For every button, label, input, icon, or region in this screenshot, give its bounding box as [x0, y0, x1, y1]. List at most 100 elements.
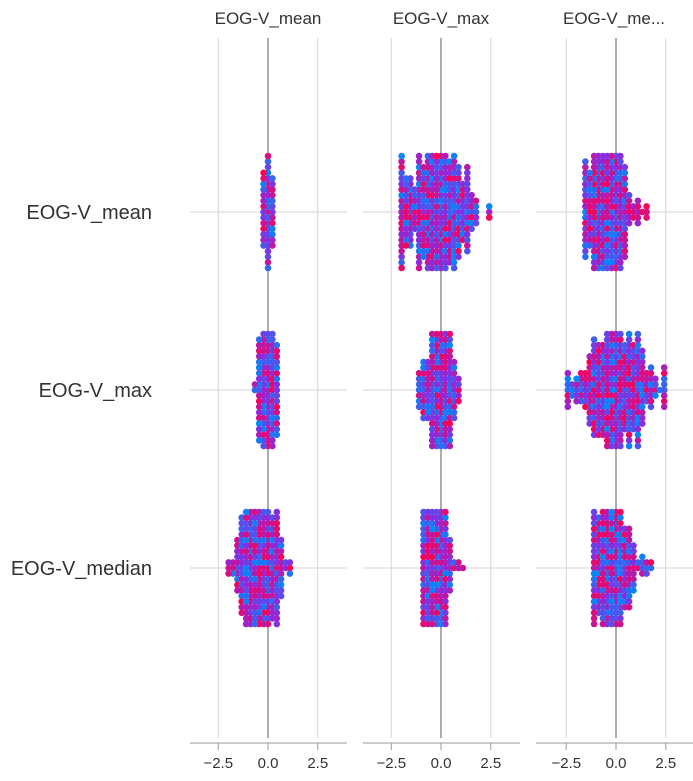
shap-point: [595, 432, 602, 439]
shap-point: [243, 621, 250, 628]
shap-point: [622, 164, 629, 171]
shap-point: [630, 542, 637, 549]
row-label-3: EOG-V_median: [11, 558, 152, 580]
shap-point: [582, 253, 589, 260]
shap-point: [643, 214, 650, 221]
shap-point: [429, 443, 436, 450]
shap-point: [643, 570, 650, 577]
shap-point: [269, 443, 276, 450]
shap-point: [591, 265, 598, 272]
shap-point: [630, 587, 637, 594]
shap-point: [464, 164, 471, 171]
shap-point: [608, 509, 615, 516]
shap-point: [433, 153, 440, 160]
shap-point: [648, 559, 655, 566]
shap-point: [639, 554, 646, 561]
shap-point: [617, 265, 624, 272]
shap-point: [425, 359, 432, 366]
shap-point: [274, 621, 281, 628]
shap-point: [451, 415, 458, 422]
shap-point: [416, 153, 423, 160]
shap-point: [582, 370, 589, 377]
shap-point: [582, 404, 589, 411]
shap-point: [442, 509, 449, 516]
shap-point: [225, 570, 232, 577]
shap-point: [635, 443, 642, 450]
shap-point: [464, 248, 471, 255]
shap-point: [420, 253, 427, 260]
shap-point: [626, 604, 633, 611]
shap-point: [617, 443, 624, 450]
shap-point: [416, 265, 423, 272]
row-labels: EOG-V_mean EOG-V_max EOG-V_median: [11, 202, 152, 580]
shap-point: [225, 559, 232, 566]
shap-point: [447, 587, 454, 594]
shap-point: [243, 509, 250, 516]
x-tick-label: 2.5: [655, 755, 676, 772]
shap-point: [260, 443, 267, 450]
shap-point: [260, 242, 267, 249]
shap-point: [595, 342, 602, 349]
shap-point: [451, 265, 458, 272]
shap-point: [652, 376, 659, 383]
shap-point: [411, 226, 418, 233]
shap-point: [252, 509, 259, 516]
shap-point: [591, 621, 598, 628]
shap-point: [591, 153, 598, 160]
x-tick-label: 0.0: [606, 755, 627, 772]
shap-point: [252, 381, 259, 388]
shap-point: [468, 192, 475, 199]
shap-point: [269, 331, 276, 338]
shap-point: [626, 331, 633, 338]
x-tick-label: −2.5: [203, 755, 233, 772]
column-title-2: EOG-V_max: [393, 9, 490, 28]
shap-point: [451, 359, 458, 366]
shap-point: [468, 226, 475, 233]
shap-point: [429, 331, 436, 338]
shap-point: [591, 336, 598, 343]
x-tick-label: 2.5: [307, 755, 328, 772]
shap-point: [411, 186, 418, 193]
shap-point: [274, 342, 281, 349]
shap-point: [260, 331, 267, 338]
shap-point: [604, 153, 611, 160]
shap-point: [265, 153, 272, 160]
shap-point: [565, 370, 572, 377]
shap-point: [622, 253, 629, 260]
shap-point: [269, 242, 276, 249]
shap-point: [643, 203, 650, 210]
shap-point: [442, 153, 449, 160]
column-titles: EOG-V_mean EOG-V_max EOG-V_me...: [215, 9, 665, 28]
shap-point: [451, 153, 458, 160]
shap-point: [591, 509, 598, 516]
shap-point: [256, 336, 263, 343]
shap-point: [626, 192, 633, 199]
row-label-1: EOG-V_mean: [26, 202, 152, 224]
shap-point: [600, 621, 607, 628]
shap-point: [403, 242, 410, 249]
shap-point: [274, 432, 281, 439]
shap-point: [600, 509, 607, 516]
shap-point: [617, 331, 624, 338]
shap-point: [460, 565, 467, 572]
shap-point: [473, 220, 480, 227]
shap-point: [265, 265, 272, 272]
shap-point: [586, 170, 593, 177]
shap-point: [442, 621, 449, 628]
shap-point: [604, 265, 611, 272]
shap-point: [617, 621, 624, 628]
shap-point: [447, 537, 454, 544]
shap-point: [573, 398, 580, 405]
shap-point: [455, 164, 462, 171]
shap-point: [661, 364, 668, 371]
shap-point: [486, 214, 493, 221]
shap-point: [429, 621, 436, 628]
shap-point: [648, 364, 655, 371]
axis-layer: −2.5 0.0 2.5 −2.5 0.0 2.5 −2.5 0.0 2.5: [190, 743, 693, 772]
shap-point: [447, 443, 454, 450]
shap-point: [626, 526, 633, 533]
shap-point: [635, 220, 642, 227]
shap-point: [398, 153, 405, 160]
shap-point: [252, 621, 259, 628]
shap-point: [455, 253, 462, 260]
